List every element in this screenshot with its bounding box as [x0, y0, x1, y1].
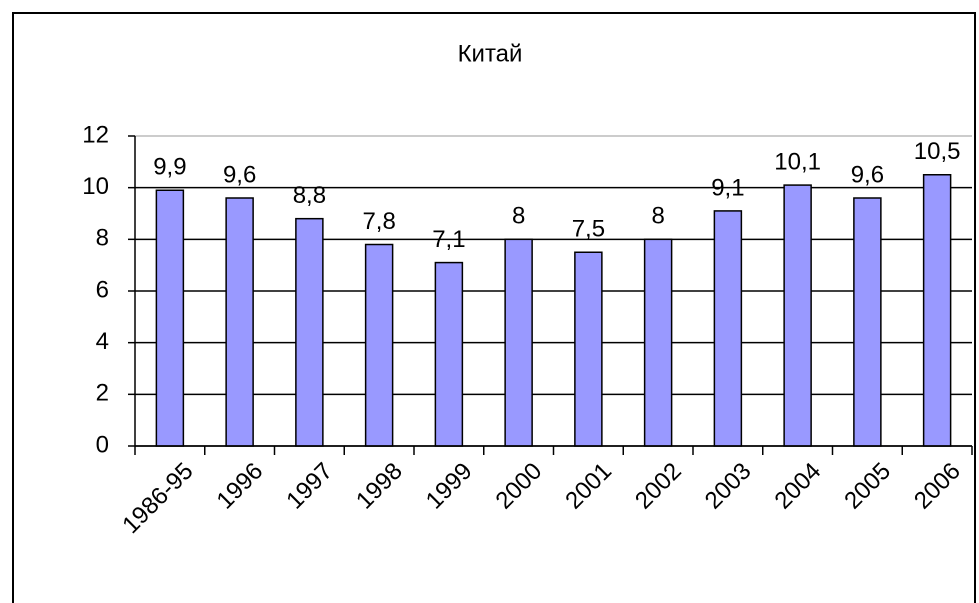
- chart-title: Китай: [458, 40, 523, 67]
- bar: [155, 189, 185, 447]
- y-tick-label: 10: [82, 173, 109, 200]
- x-tick-label: 1997: [281, 458, 338, 515]
- chart-border: [12, 12, 976, 603]
- bar: [643, 238, 673, 447]
- data-label: 7,8: [362, 208, 395, 235]
- bar: [364, 243, 394, 447]
- x-tick-label: 1996: [212, 458, 269, 515]
- bar: [504, 238, 533, 447]
- x-tick-label: 2003: [700, 458, 757, 515]
- data-label: 9,1: [711, 174, 744, 201]
- y-tick-label: 6: [96, 276, 109, 303]
- data-label: 7,1: [432, 226, 465, 253]
- y-tick-label: 0: [96, 431, 109, 458]
- data-label: 9,9: [153, 154, 186, 181]
- x-tick-label: 1999: [421, 458, 478, 515]
- data-label: 10,1: [774, 148, 821, 175]
- y-tick-label: 12: [82, 121, 109, 148]
- data-label: 8,8: [293, 182, 326, 209]
- y-tick-label: 4: [96, 328, 109, 355]
- data-label: 9,6: [851, 161, 884, 188]
- x-tick-label: 2005: [839, 458, 896, 515]
- x-tick-label: 2002: [630, 458, 687, 515]
- x-tick-label: 2004: [770, 458, 827, 515]
- bar: [713, 210, 743, 447]
- bar: [295, 217, 324, 447]
- bar: [853, 197, 882, 447]
- bar: [434, 261, 464, 447]
- y-tick-label: 2: [96, 380, 109, 407]
- x-tick-label: 2001: [560, 458, 617, 515]
- bar: [225, 197, 254, 447]
- x-tick-label: 1986-95: [117, 458, 198, 539]
- data-label: 8: [512, 203, 525, 230]
- bar: [783, 184, 812, 447]
- data-label: 9,6: [223, 161, 256, 188]
- data-label: 10,5: [914, 138, 961, 165]
- x-tick-label: 2000: [491, 458, 548, 515]
- bar: [922, 174, 952, 447]
- y-tick-label: 8: [96, 225, 109, 252]
- x-tick-label: 1998: [351, 458, 408, 515]
- data-label: 8: [651, 203, 664, 230]
- data-label: 7,5: [572, 216, 605, 243]
- x-tick-label: 2006: [909, 458, 966, 515]
- bar: [574, 251, 603, 447]
